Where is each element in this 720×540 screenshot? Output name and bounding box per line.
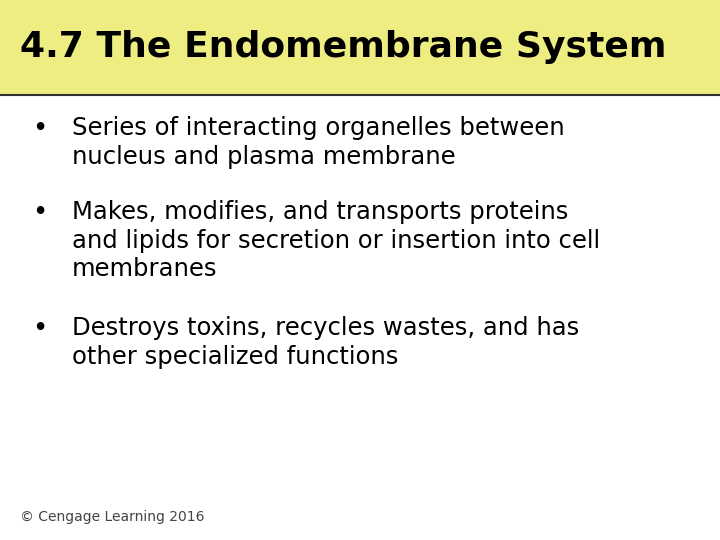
Text: Makes, modifies, and transports proteins
and lipids for secretion or insertion i: Makes, modifies, and transports proteins… — [72, 200, 600, 281]
Text: Series of interacting organelles between
nucleus and plasma membrane: Series of interacting organelles between… — [72, 116, 564, 169]
Text: © Cengage Learning 2016: © Cengage Learning 2016 — [20, 510, 204, 524]
Bar — [0, 0, 720, 94]
Text: •: • — [32, 116, 48, 142]
Text: •: • — [32, 316, 48, 342]
Text: Destroys toxins, recycles wastes, and has
other specialized functions: Destroys toxins, recycles wastes, and ha… — [72, 316, 580, 369]
Text: 4.7 The Endomembrane System: 4.7 The Endomembrane System — [20, 30, 667, 64]
Text: •: • — [32, 200, 48, 226]
